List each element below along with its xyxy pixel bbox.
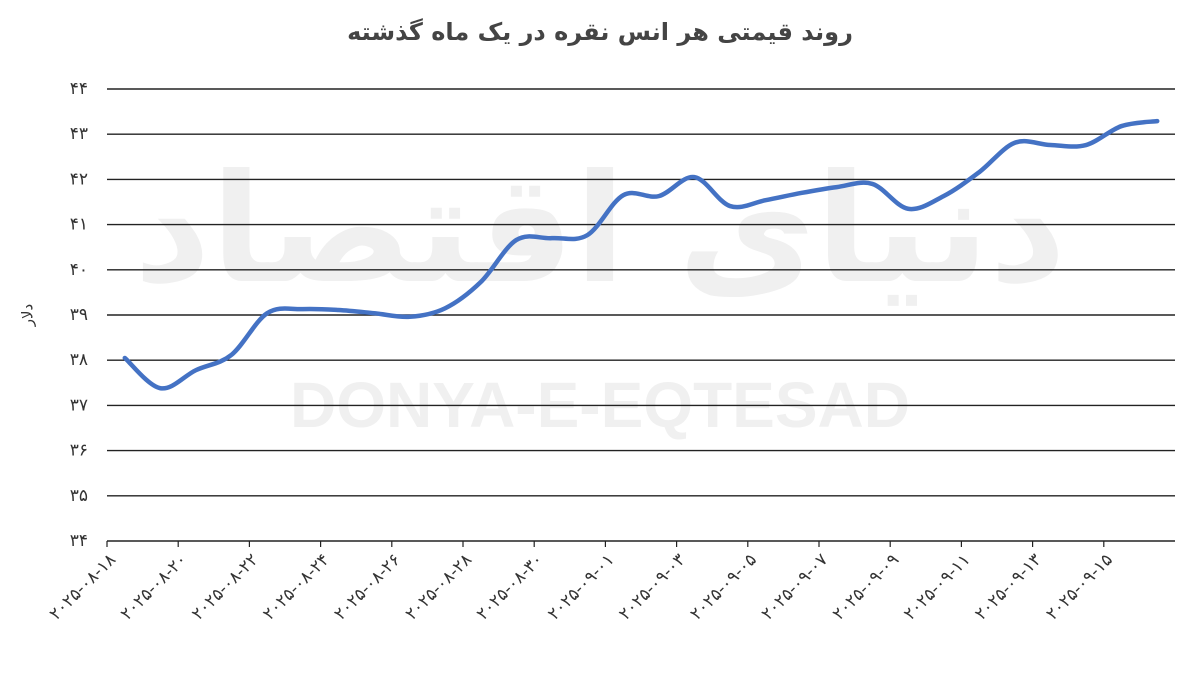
x-tick-label: ۲۰۲۵-۰۹-۱۳ (971, 550, 1045, 624)
y-tick-label: ۳۷ (70, 395, 88, 415)
y-tick-label: ۳۴ (70, 531, 88, 551)
x-tick-label: ۲۰۲۵-۰۸-۲۶ (330, 550, 404, 624)
y-tick-label: ۴۱ (70, 215, 88, 235)
y-axis-title: دلار (19, 304, 37, 327)
x-tick-label: ۲۰۲۵-۰۸-۱۸ (46, 550, 120, 624)
x-tick-label: ۲۰۲۵-۰۸-۲۰ (117, 550, 191, 624)
chart-title: روند قیمتی هر انس نقره در یک ماه گذشته (347, 18, 853, 46)
x-tick-label: ۲۰۲۵-۰۹-۱۱ (900, 550, 974, 624)
x-tick-label: ۲۰۲۵-۰۹-۰۳ (615, 550, 689, 624)
y-tick-label: ۳۹ (70, 305, 88, 325)
x-tick-label: ۲۰۲۵-۰۸-۲۲ (188, 550, 262, 624)
line-series (122, 118, 1160, 391)
y-tick-label: ۴۴ (70, 79, 88, 99)
watermark: دنیای اقتصاد (134, 143, 1067, 317)
x-tick-label: ۲۰۲۵-۰۹-۱۵ (1042, 550, 1116, 624)
x-tick-label: ۲۰۲۵-۰۸-۳۰ (473, 550, 547, 624)
x-tick-label: ۲۰۲۵-۰۸-۲۸ (402, 550, 476, 624)
x-tick-label: ۲۰۲۵-۰۹-۰۷ (758, 550, 832, 624)
y-tick-label: ۴۰ (70, 260, 88, 280)
y-tick-label: ۳۶ (70, 441, 88, 461)
x-tick-label: ۲۰۲۵-۰۹-۰۱ (544, 550, 618, 624)
y-tick-label: ۴۳ (70, 124, 88, 144)
x-tick-label: ۲۰۲۵-۰۹-۰۵ (686, 550, 760, 624)
y-tick-label: ۳۵ (70, 486, 88, 506)
x-tick-label: ۲۰۲۵-۰۸-۲۴ (259, 550, 333, 624)
x-tick-label: ۲۰۲۵-۰۹-۰۹ (829, 550, 903, 624)
y-tick-label: ۴۲ (70, 169, 88, 189)
y-tick-label: ۳۸ (70, 350, 88, 370)
